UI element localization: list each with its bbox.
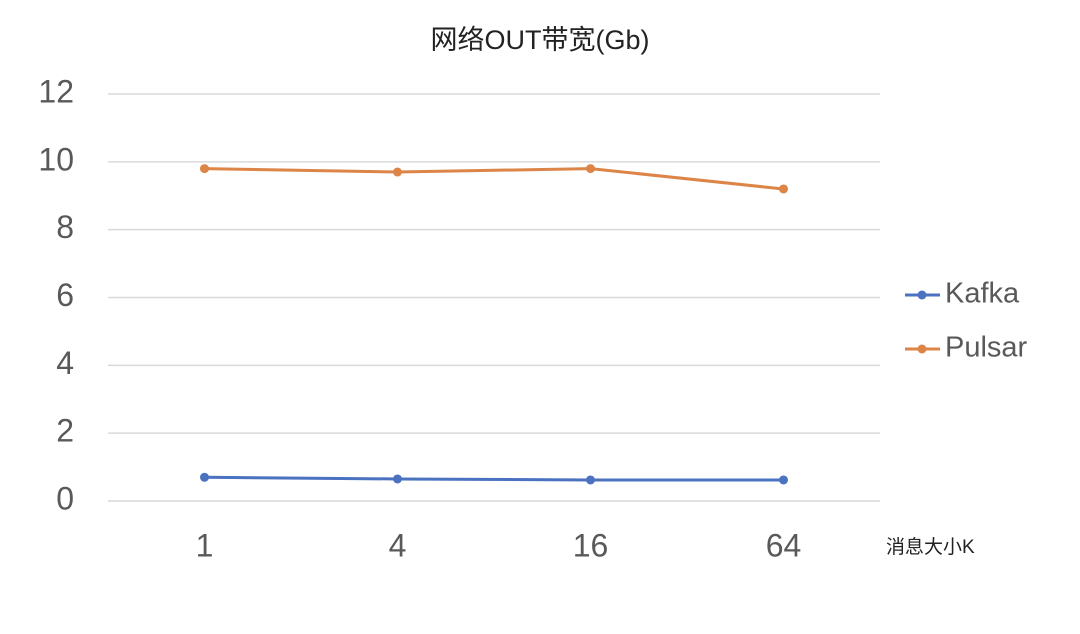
y-tick-label: 10: [38, 141, 74, 177]
legend-label: Pulsar: [945, 332, 1028, 364]
data-point: [393, 474, 402, 484]
x-tick-label: 16: [573, 527, 609, 563]
data-point: [393, 167, 402, 177]
series-line: [204, 167, 784, 191]
data-point: [200, 164, 209, 174]
legend-marker: [917, 290, 927, 300]
series-line: [204, 475, 784, 482]
y-tick-label: 12: [38, 73, 74, 109]
legend-marker: [917, 344, 927, 354]
y-tick-label: 4: [56, 345, 74, 381]
data-point: [586, 475, 595, 485]
x-axis-label: 消息大小K: [886, 536, 975, 558]
y-tick-label: 8: [56, 209, 74, 245]
data-point: [200, 472, 209, 482]
x-tick-label: 4: [389, 527, 407, 563]
data-point: [779, 475, 788, 485]
data-point: [586, 164, 595, 174]
data-point: [779, 184, 788, 194]
y-tick-label: 6: [56, 277, 74, 313]
y-tick-label: 0: [56, 480, 74, 516]
legend-label: Kafka: [945, 278, 1020, 310]
x-tick-label: 64: [766, 527, 802, 563]
chart-title: 网络OUT带宽(Gb): [431, 25, 650, 55]
y-tick-label: 2: [56, 413, 74, 449]
x-tick-label: 1: [196, 527, 214, 563]
